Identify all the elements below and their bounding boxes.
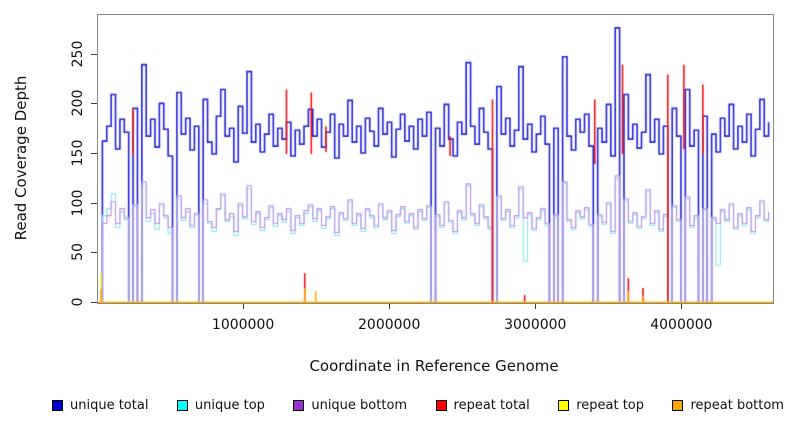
y-tick-label: 150 [70,139,86,167]
y-tick-label: 200 [70,90,86,117]
legend-label: repeat bottom [690,398,784,413]
y-tick-label: 250 [70,40,86,68]
legend-swatch-icon [293,400,305,411]
y-tick-mark [91,103,97,105]
y-tick-mark [91,53,97,55]
legend-swatch-icon [52,400,63,411]
x-tick-mark [681,303,683,309]
legend-swatch-icon [558,400,570,411]
legend-item: unique total [52,398,148,413]
legend-label: unique bottom [311,398,408,413]
y-tick-mark [91,153,97,155]
x-tick-label: 1000000 [211,317,275,333]
legend-item: repeat total [435,398,530,413]
x-axis-title: Coordinate in Reference Genome [309,357,559,375]
legend-swatch-icon [435,400,447,411]
legend-label: repeat total [453,398,530,413]
y-tick-label: 100 [70,189,86,217]
legend-label: unique total [70,398,149,413]
legend-label: unique top [194,398,265,413]
legend-item: repeat bottom [672,398,784,413]
y-tick-label: 0 [70,297,86,307]
legend: unique total unique top unique bottom repea… [52,398,784,413]
y-tick-mark [91,252,97,254]
x-tick-mark [389,303,391,309]
x-tick-mark [243,303,245,309]
x-tick-label: 4000000 [650,317,713,333]
plot-canvas [98,15,773,303]
y-tick-mark [91,302,97,303]
y-tick-label: 50 [70,243,86,262]
legend-swatch-icon [672,400,684,411]
x-tick-label: 3000000 [504,317,567,333]
legend-item: repeat top [558,398,644,413]
x-tick-mark [535,303,537,309]
y-axis-title: Read Coverage Depth [12,75,30,241]
y-tick-mark [91,202,97,204]
legend-swatch-icon [176,400,188,411]
x-tick-label: 2000000 [358,317,421,333]
legend-label: repeat top [576,398,644,413]
legend-item: unique top [176,398,265,413]
legend-item: unique bottom [293,398,407,413]
plot-area [97,14,774,304]
